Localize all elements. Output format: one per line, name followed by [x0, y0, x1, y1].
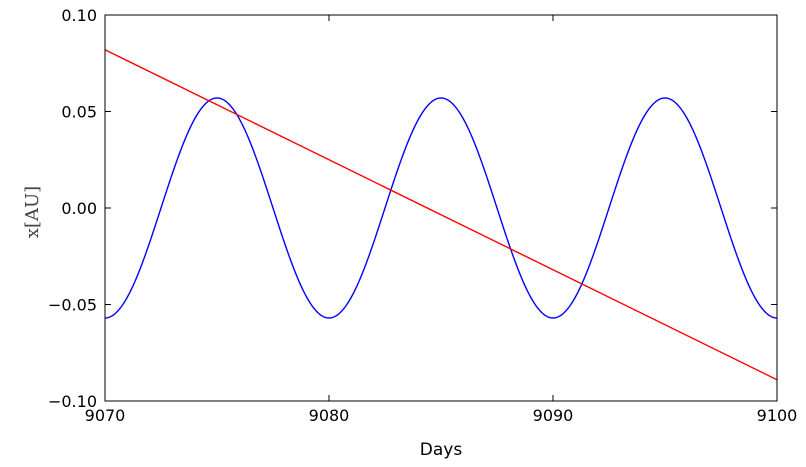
series-line-2 [104, 49, 778, 381]
y-tick-label: −0.10 [48, 392, 97, 411]
plot-area [105, 15, 777, 401]
y-tick-label: 0.10 [61, 6, 97, 25]
plot-background [105, 15, 777, 401]
y-tick-label: 0.05 [61, 103, 97, 122]
plot-frame [104, 14, 778, 402]
x-tick-label: 9090 [533, 406, 574, 425]
x-tick-label: 9080 [309, 406, 350, 425]
y-tick-label: −0.05 [48, 296, 97, 315]
ticks-layer: 9070 9080 9090 9100 0.10 0.05 0.00 −0.05 −0.10 [48, 6, 797, 425]
x-tick-label: 9070 [85, 406, 126, 425]
x-tick-label: 9100 [757, 406, 798, 425]
y-tick-label: 0.00 [61, 199, 97, 218]
y-axis-label: x[AU] [22, 186, 43, 238]
series-layer [104, 49, 778, 381]
x-axis-label: Days [420, 440, 463, 460]
series-line-1 [104, 97, 778, 319]
